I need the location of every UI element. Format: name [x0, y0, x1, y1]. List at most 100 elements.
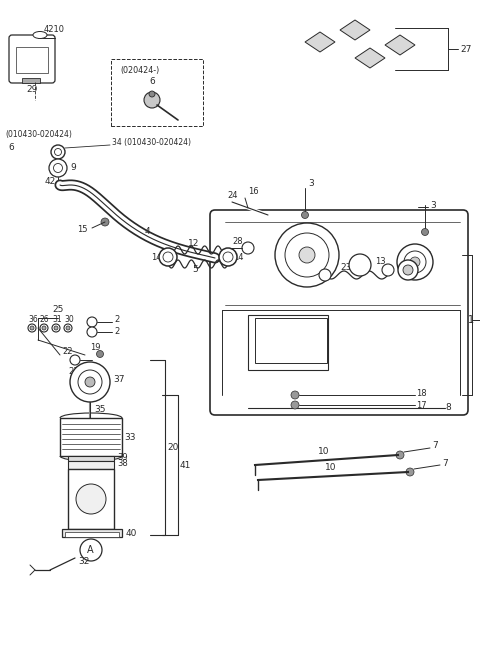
- Circle shape: [76, 484, 106, 514]
- Text: 19: 19: [90, 344, 100, 352]
- Text: 2: 2: [114, 316, 119, 325]
- Circle shape: [410, 257, 420, 267]
- Bar: [60, 418, 122, 456]
- Circle shape: [54, 326, 58, 330]
- Circle shape: [53, 163, 62, 173]
- Text: A: A: [357, 260, 364, 270]
- Circle shape: [349, 254, 371, 276]
- Text: 10: 10: [325, 462, 336, 472]
- Circle shape: [52, 324, 60, 332]
- Bar: [68, 456, 114, 461]
- Circle shape: [159, 248, 177, 266]
- Text: 16: 16: [248, 188, 259, 197]
- Bar: [16, 47, 48, 73]
- Bar: [62, 529, 122, 537]
- Circle shape: [299, 247, 315, 263]
- Circle shape: [42, 326, 46, 330]
- Circle shape: [78, 370, 102, 394]
- Text: (020424-): (020424-): [120, 66, 159, 75]
- Bar: [22, 78, 40, 83]
- Circle shape: [64, 324, 72, 332]
- Text: 25: 25: [52, 306, 63, 314]
- Circle shape: [96, 350, 104, 358]
- Text: 17: 17: [416, 401, 427, 409]
- Text: 27: 27: [460, 45, 471, 54]
- Text: 3: 3: [308, 178, 314, 188]
- Text: 24: 24: [227, 190, 238, 199]
- Text: 15: 15: [77, 226, 87, 234]
- Text: 26: 26: [40, 316, 49, 325]
- Circle shape: [51, 145, 65, 159]
- Text: 31: 31: [52, 316, 61, 325]
- Circle shape: [223, 252, 233, 262]
- Circle shape: [406, 468, 414, 476]
- Text: 41: 41: [180, 461, 192, 470]
- Circle shape: [85, 377, 95, 387]
- Text: 34 (010430-020424): 34 (010430-020424): [112, 138, 191, 146]
- Text: 10: 10: [318, 447, 329, 457]
- Polygon shape: [305, 32, 335, 52]
- Circle shape: [28, 324, 36, 332]
- Text: 8: 8: [445, 403, 451, 413]
- Text: 13: 13: [375, 258, 385, 266]
- Text: 14: 14: [233, 253, 243, 262]
- Text: 3: 3: [430, 201, 436, 209]
- Circle shape: [101, 218, 109, 226]
- Text: 29: 29: [26, 85, 37, 94]
- Text: 6: 6: [149, 77, 155, 87]
- Circle shape: [80, 539, 102, 561]
- Text: (010430-020424): (010430-020424): [5, 131, 72, 140]
- Bar: [65, 532, 119, 537]
- FancyBboxPatch shape: [111, 59, 203, 126]
- Text: 36: 36: [28, 316, 38, 325]
- Bar: [248, 315, 328, 370]
- FancyBboxPatch shape: [9, 35, 55, 83]
- Circle shape: [285, 233, 329, 277]
- Text: 6: 6: [8, 144, 14, 152]
- Circle shape: [319, 269, 331, 281]
- FancyBboxPatch shape: [210, 210, 468, 415]
- Text: 42: 42: [45, 178, 56, 186]
- Circle shape: [49, 159, 67, 177]
- Circle shape: [87, 317, 97, 327]
- Circle shape: [403, 265, 413, 275]
- Circle shape: [70, 355, 80, 365]
- Text: 1: 1: [468, 315, 474, 325]
- Circle shape: [421, 228, 429, 236]
- Circle shape: [398, 260, 418, 280]
- Bar: [68, 461, 114, 469]
- Polygon shape: [340, 20, 370, 40]
- Text: 7: 7: [442, 459, 448, 468]
- Text: 20: 20: [167, 443, 179, 451]
- Circle shape: [242, 242, 254, 254]
- Circle shape: [40, 324, 48, 332]
- Circle shape: [144, 92, 160, 108]
- Text: 4210: 4210: [44, 26, 65, 35]
- Text: 4: 4: [145, 228, 151, 237]
- Text: 40: 40: [126, 529, 137, 537]
- Text: 11: 11: [422, 251, 432, 260]
- Circle shape: [301, 211, 309, 218]
- Text: 21: 21: [68, 367, 79, 377]
- Text: 5: 5: [192, 266, 198, 274]
- Text: 33: 33: [124, 432, 135, 441]
- Text: 9: 9: [70, 163, 76, 173]
- Text: 18: 18: [416, 388, 427, 398]
- Text: 32: 32: [78, 558, 89, 567]
- Circle shape: [291, 401, 299, 409]
- Circle shape: [291, 391, 299, 399]
- Text: 2: 2: [114, 327, 119, 337]
- Text: 13: 13: [310, 264, 320, 272]
- Polygon shape: [385, 35, 415, 55]
- Circle shape: [149, 91, 155, 97]
- Circle shape: [70, 362, 110, 402]
- Circle shape: [87, 327, 97, 337]
- Circle shape: [81, 366, 89, 374]
- Circle shape: [382, 264, 394, 276]
- Text: 39: 39: [117, 453, 128, 462]
- Bar: [255, 318, 327, 363]
- Circle shape: [163, 252, 173, 262]
- Text: 35: 35: [94, 405, 106, 415]
- Text: 38: 38: [117, 459, 128, 468]
- Text: A: A: [87, 545, 94, 555]
